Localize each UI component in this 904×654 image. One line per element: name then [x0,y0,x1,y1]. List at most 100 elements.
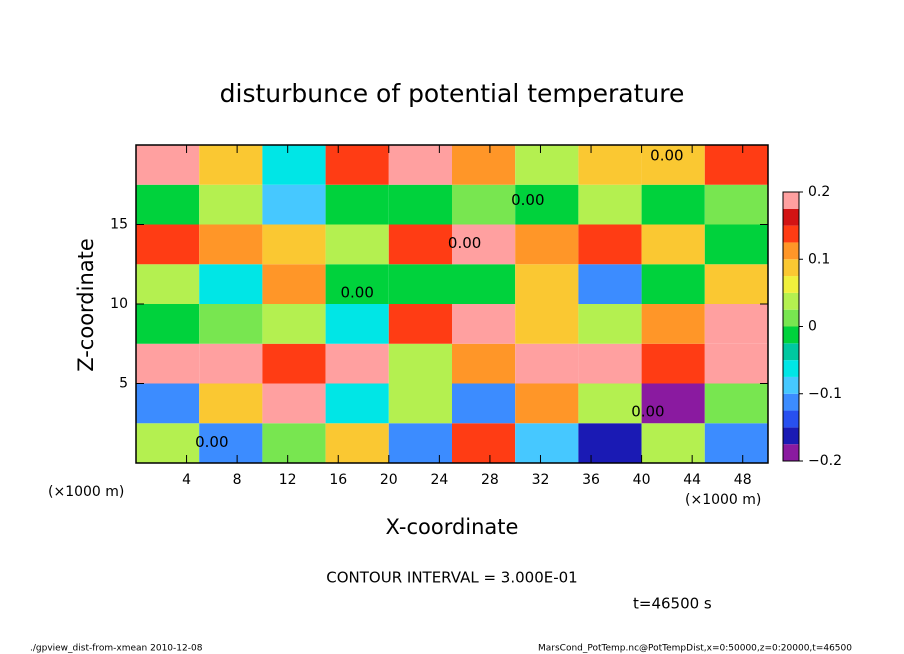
contour-label: 0.00 [195,433,228,451]
cell [199,383,263,424]
colorbar-band [783,444,799,461]
cell [388,224,452,265]
x-tick-label: 24 [430,472,448,488]
cell [136,423,200,463]
cell [578,423,642,463]
footer-left: ./gpview_dist-from-xmean 2010-12-08 [30,644,203,654]
x-tick-label: 28 [481,472,499,488]
cell [262,224,326,265]
field [136,145,768,463]
chart-title: disturbunce of potential temperature [220,79,685,108]
colorbar-band [783,276,799,293]
x-tick-label: 8 [233,472,242,488]
colorbar-band [783,242,799,260]
x-tick-label: 20 [380,472,398,488]
y-tick-label: 15 [110,217,128,233]
cell [262,264,326,304]
cell [262,383,326,424]
cell [325,184,389,225]
x-tick-label: 36 [582,472,600,488]
cell [515,304,579,344]
cell [452,264,516,304]
colorbar-band [783,410,799,428]
cell [578,224,642,265]
cell [325,423,389,463]
cell [136,264,200,304]
colorbar-band [783,326,799,344]
cell [704,145,768,185]
cell [641,224,705,265]
colorbar-tick-label: 0.1 [808,251,830,267]
overlay: 0.00 0.00 0.00 0.00 0.00 0.00 [135,144,769,464]
cell [578,304,642,344]
cell [325,304,389,344]
cell [388,343,452,384]
cell [704,383,768,424]
cell [452,145,516,185]
cell [641,184,705,225]
contour-interval: CONTOUR INTERVAL = 3.000E-01 [326,569,577,587]
cell [199,184,263,225]
colorbar-tick-label: −0.2 [808,453,842,469]
cell [515,224,579,265]
colorbar-band [783,309,799,327]
x-tick-label: 12 [279,472,297,488]
cell [262,423,326,463]
colorbar-tick-label: 0 [808,319,817,335]
cell [641,145,705,185]
colorbar-band [783,192,799,209]
contour-label: 0.00 [340,283,373,301]
cell [515,264,579,304]
cell [452,224,516,265]
cell [578,343,642,384]
x-tick-label: 4 [182,472,191,488]
cell [325,264,389,304]
cell [452,304,516,344]
contour-label: 0.00 [631,403,664,421]
cell [136,224,200,265]
cell [325,145,389,185]
cell [199,224,263,265]
y-tick-label: 5 [119,376,128,392]
cell [578,184,642,225]
cell [388,145,452,185]
cell [515,343,579,384]
x-axis-label: X-coordinate [386,515,519,539]
cell [452,383,516,424]
cell [452,423,516,463]
cell [704,423,768,463]
cell [388,423,452,463]
x-tick-label: 16 [329,472,347,488]
cell [515,145,579,185]
cell [515,383,579,424]
x-unit: (×1000 m) [48,484,124,500]
cell [641,304,705,344]
cell [388,264,452,304]
cell [262,145,326,185]
footer-right: MarsCond_PotTemp.nc@PotTempDist,x=0:5000… [538,644,852,654]
colorbar-band [783,427,799,445]
cell [578,145,642,185]
cell [199,264,263,304]
cell [515,184,579,225]
cell [262,184,326,225]
colorbar-band [783,393,799,411]
cell [325,383,389,424]
cell [452,184,516,225]
cell [641,423,705,463]
x-unit: (×1000 m) [685,492,761,508]
cell [578,383,642,424]
cell [515,423,579,463]
time-label: t=46500 s [633,595,712,613]
y-axis-label: Z-coordinate [74,238,98,372]
cell [452,343,516,384]
cell [388,383,452,424]
cell [704,184,768,225]
cell [704,224,768,265]
cell [262,304,326,344]
cell [136,343,200,384]
cell [136,304,200,344]
x-tick-label: 40 [633,472,651,488]
cell [641,343,705,384]
